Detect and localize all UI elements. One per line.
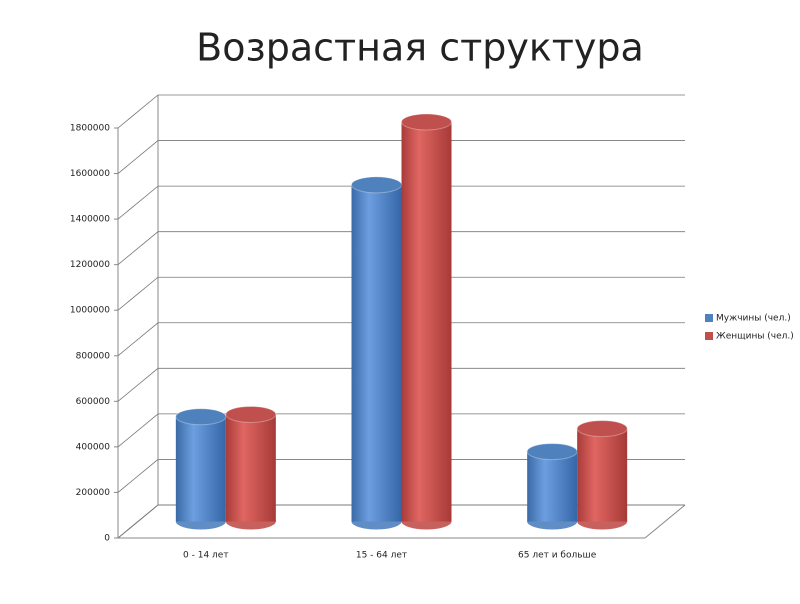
x-tick-label: 65 лет и больше bbox=[518, 551, 597, 561]
bar bbox=[225, 414, 276, 522]
y-tick-label: 1200000 bbox=[70, 260, 110, 270]
bar-top bbox=[351, 176, 402, 194]
y-tick-label: 800000 bbox=[76, 351, 111, 361]
grid-line bbox=[117, 322, 685, 357]
x-tick-label: 15 - 64 лет bbox=[356, 551, 407, 561]
y-tick-label: 1800000 bbox=[70, 124, 110, 134]
y-tick-label: 400000 bbox=[76, 442, 111, 452]
bar-top bbox=[225, 405, 277, 423]
legend-label: Мужчины (чел.) bbox=[716, 314, 791, 324]
grid-line bbox=[117, 504, 685, 539]
bar bbox=[401, 121, 452, 522]
y-tick-label: 600000 bbox=[76, 397, 111, 407]
bar-top bbox=[401, 113, 452, 131]
y-tick-label: 1000000 bbox=[70, 306, 110, 316]
grid-line bbox=[117, 231, 685, 265]
grid-line bbox=[117, 413, 685, 448]
y-tick-label: 1600000 bbox=[70, 169, 110, 179]
grid-line bbox=[117, 276, 685, 311]
bar-top bbox=[175, 408, 227, 426]
bar-top bbox=[526, 443, 578, 461]
legend-swatch bbox=[705, 314, 713, 322]
y-tick-label: 200000 bbox=[76, 488, 111, 498]
bar bbox=[175, 416, 226, 522]
bar bbox=[351, 184, 402, 522]
grid-line bbox=[117, 185, 685, 220]
legend-swatch bbox=[705, 332, 713, 340]
y-tick-label: 1400000 bbox=[70, 215, 110, 225]
y-tick-label: 0 bbox=[104, 534, 110, 544]
bar-top bbox=[576, 420, 628, 438]
x-tick-label: 0 - 14 лет bbox=[183, 551, 229, 561]
legend-label: Женщины (чел.) bbox=[716, 332, 794, 342]
grid-line bbox=[117, 140, 685, 174]
chart-title: Возрастная структура bbox=[196, 26, 644, 70]
grid-line bbox=[117, 459, 685, 493]
grid-line bbox=[117, 94, 685, 129]
grid-line bbox=[117, 367, 685, 402]
bar bbox=[577, 428, 628, 522]
bar bbox=[527, 451, 578, 522]
